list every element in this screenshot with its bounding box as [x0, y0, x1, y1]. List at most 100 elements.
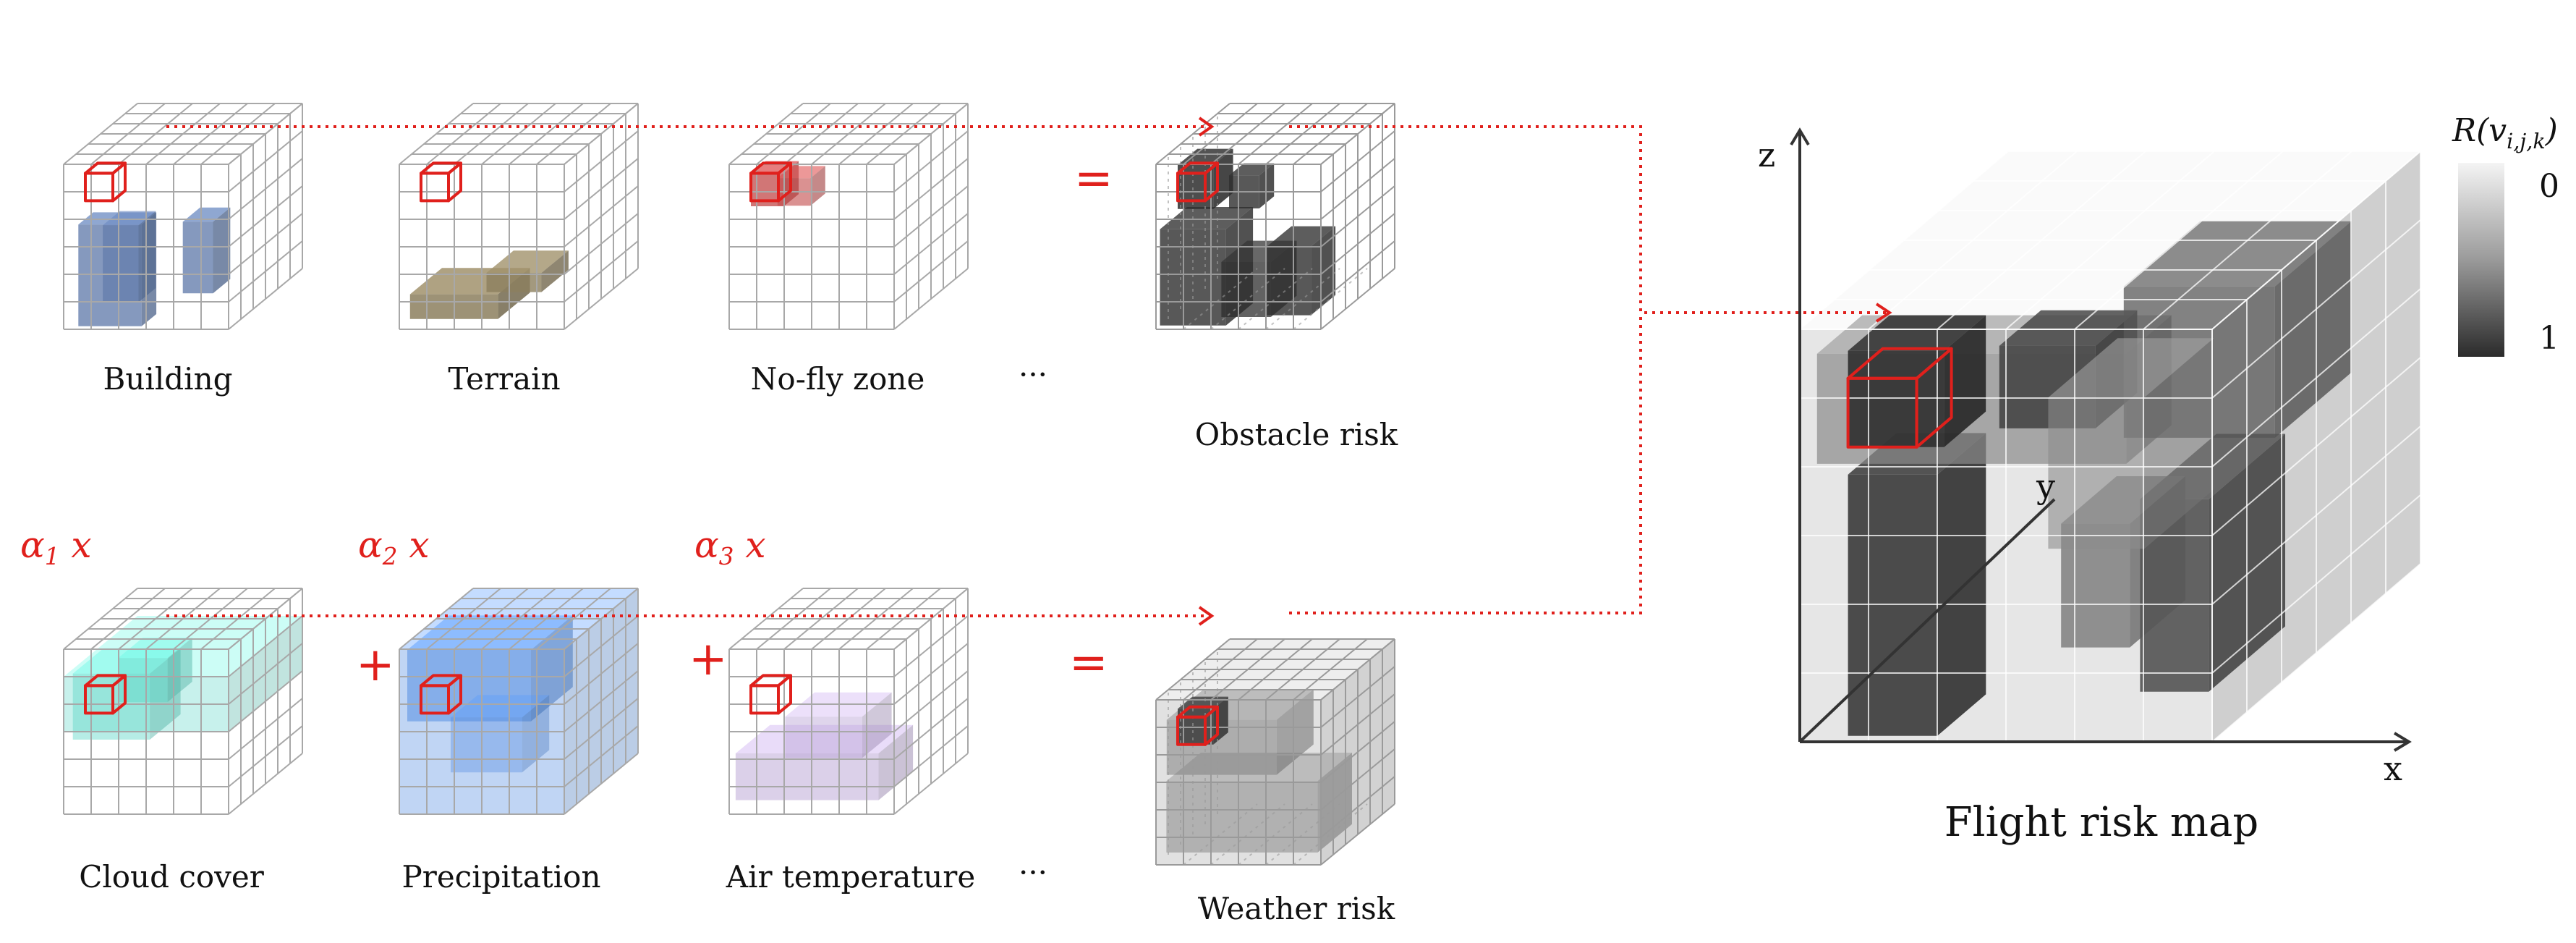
voxel-face [138, 211, 156, 303]
ellipsis-top: ··· [1019, 357, 1047, 392]
scale-title: R(vi,j,k) [2452, 112, 2558, 153]
highlighted-voxel [777, 674, 792, 715]
axis-x-label: x [2384, 749, 2402, 788]
highlighted-voxel [749, 684, 780, 715]
grid-line [564, 103, 639, 165]
cube-cloud [63, 588, 303, 815]
voxel-face [522, 695, 550, 773]
grid-line [228, 130, 303, 193]
connector-weather-to-map [1289, 313, 1642, 614]
label-cloud-cover: Cloud cover [79, 859, 265, 895]
cube-terrain [399, 103, 639, 330]
voxel-face [103, 211, 156, 226]
voxel-face [118, 658, 168, 702]
voxel-face [531, 615, 573, 722]
highlighted-voxel [777, 161, 792, 203]
plus-sign-2: + [689, 633, 728, 686]
highlighted-voxel [447, 161, 462, 203]
coefficient-alpha2: α2 x [358, 524, 430, 570]
label-building: Building [103, 361, 232, 397]
grid-line [893, 615, 969, 677]
grid-line [2211, 151, 2421, 330]
axis-x-arrow [2393, 732, 2412, 752]
label-nofly: No-fly zone [751, 361, 925, 397]
grid-line [1320, 130, 1395, 193]
voxel-face [2144, 338, 2214, 549]
voxel-face [785, 716, 862, 758]
axis-y-label: y [2036, 467, 2055, 506]
grid-line [564, 130, 639, 193]
label-obstacle-risk: Obstacle risk [1195, 417, 1398, 452]
voxel-face [182, 207, 231, 222]
grid-line [564, 615, 639, 677]
voxel-face [862, 692, 892, 758]
grid-line [1320, 666, 1395, 728]
voxel-face [213, 207, 231, 294]
arrowhead-map [1875, 303, 1892, 323]
grid-line [1320, 638, 1395, 701]
ellipsis-bottom: ··· [1019, 855, 1047, 890]
label-air-temperature: Air temperature [726, 859, 975, 895]
grid-line [2211, 219, 2421, 399]
grid-line [1210, 803, 1285, 866]
highlighted-voxel [84, 172, 114, 203]
cube-building [63, 103, 303, 330]
voxel-face [451, 717, 522, 773]
voxel-face [1160, 229, 1226, 326]
grid-line [893, 130, 969, 193]
voxel-face [1276, 689, 1314, 775]
voxel-face [1937, 433, 1986, 736]
grid-line [1183, 803, 1258, 866]
voxel-face [735, 753, 879, 800]
grid-line [1320, 103, 1395, 165]
grid-line [893, 103, 969, 165]
voxel-face [1166, 781, 1318, 853]
grid-line [893, 588, 969, 650]
voxel-face [2048, 338, 2214, 398]
voxel-face [2274, 221, 2352, 438]
axis-z-arrow [1790, 127, 1810, 146]
voxel-face [182, 221, 213, 294]
label-weather-risk: Weather risk [1198, 891, 1395, 926]
highlighted-voxel [1204, 705, 1219, 746]
highlighted-voxel [111, 161, 127, 203]
voxel-face [486, 250, 569, 273]
voxel-face [1267, 246, 1312, 316]
grid-line [1183, 268, 1258, 330]
voxel-face [1267, 226, 1336, 247]
equals-sign-top: = [1074, 152, 1113, 206]
scale-gradient-bar [2458, 163, 2504, 357]
voxel-face [810, 166, 825, 206]
voxel-face [407, 615, 573, 650]
voxel-face [103, 225, 139, 303]
scale-label-one: 1 [2539, 320, 2559, 357]
label-terrain: Terrain [448, 361, 560, 397]
scale-label-zero: 0 [2539, 168, 2559, 205]
voxel-face [751, 173, 784, 206]
grid-line [1265, 268, 1340, 330]
voxel-face [2048, 397, 2145, 549]
grid-line [1238, 268, 1313, 330]
voxel-face [1848, 315, 1986, 351]
grid-line [1238, 803, 1313, 866]
axis-y-line [1798, 498, 2056, 743]
flight-risk-map-title: Flight risk map [1944, 799, 2258, 846]
grid-line [564, 588, 639, 650]
voxel-face [72, 648, 181, 674]
grid-line [1293, 803, 1368, 866]
cube-obstacle-risk [1155, 103, 1395, 330]
cube-precipitation [399, 588, 639, 815]
grid-line [1265, 803, 1340, 866]
cube-flight-risk-map [1799, 151, 2421, 743]
voxel-face [64, 616, 302, 677]
cube-air-temperature [728, 588, 969, 815]
voxel-face [1229, 163, 1275, 176]
grid-line [228, 103, 303, 165]
risk-color-scale: R(vi,j,k) 0 1 [2452, 112, 2559, 357]
grid-line [1210, 268, 1285, 330]
coefficient-alpha1: α1 x [20, 524, 92, 570]
connector-obstacle-to-map [1289, 125, 1888, 314]
voxel-face [1944, 315, 1986, 447]
voxel-face [878, 724, 914, 800]
highlighted-voxel [1204, 161, 1219, 203]
